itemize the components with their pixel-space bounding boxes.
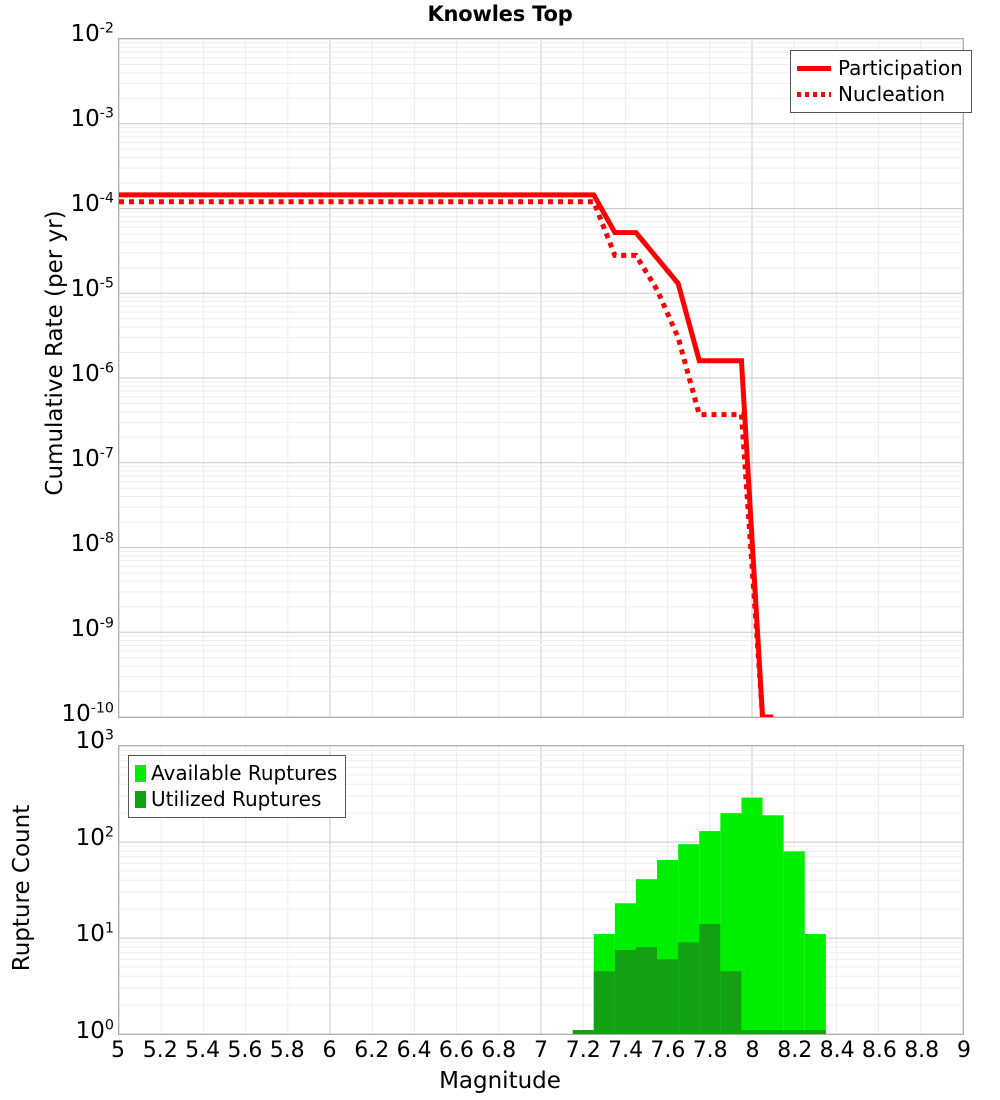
legend-label-nucleation: Nucleation bbox=[838, 82, 946, 106]
bottom-legend: Available Ruptures Utilized Ruptures bbox=[128, 755, 347, 818]
utilized-rupture-bar bbox=[699, 923, 721, 1034]
available-rupture-bar bbox=[804, 934, 826, 1034]
y-tick-label: 10-6 bbox=[70, 360, 115, 387]
utilized-rupture-bar bbox=[678, 942, 700, 1034]
y-tick-label: 102 bbox=[75, 824, 114, 851]
legend-item-participation[interactable]: Participation bbox=[797, 55, 963, 81]
legend-label-available-ruptures: Available Ruptures bbox=[151, 761, 338, 785]
x-tick-label: 7.8 bbox=[692, 1038, 728, 1063]
bottom-y-tick-labels: 103 102 101 100 bbox=[0, 0, 114, 1100]
y-tick-label: 10-7 bbox=[70, 445, 115, 472]
page-title: Knowles Top bbox=[427, 2, 573, 26]
legend-item-utilized-ruptures[interactable]: Utilized Ruptures bbox=[135, 786, 337, 812]
utilized-rupture-bar bbox=[572, 1030, 594, 1034]
utilized-rupture-bar bbox=[657, 959, 679, 1034]
x-tick-label: 7 bbox=[534, 1038, 548, 1063]
x-tick-label: 9 bbox=[957, 1038, 971, 1063]
utilized-rupture-bar bbox=[593, 971, 615, 1034]
available-rupture-bar bbox=[741, 797, 763, 1034]
top-y-tick-labels: 10-2 10-3 10-4 10-5 10-6 10-7 10-8 10-9 10-10 bbox=[0, 0, 114, 1100]
y-tick-label: 10-9 bbox=[70, 615, 115, 642]
x-tick-label: 6 bbox=[322, 1038, 337, 1063]
y-tick-label: 10-10 bbox=[61, 700, 114, 727]
rate-curves bbox=[119, 192, 774, 717]
x-tick-label: 5.4 bbox=[185, 1038, 221, 1063]
x-tick-label: 5.8 bbox=[269, 1038, 305, 1063]
x-tick-label: 8.4 bbox=[819, 1038, 855, 1063]
x-tick-label: 5.2 bbox=[142, 1038, 178, 1063]
rupture-bars bbox=[572, 797, 826, 1034]
x-tick-label: 8.2 bbox=[777, 1038, 813, 1063]
x-tick-label: 5.6 bbox=[227, 1038, 263, 1063]
x-tick-label: 6.4 bbox=[396, 1038, 432, 1063]
y-tick-label: 101 bbox=[75, 920, 114, 948]
utilized-rupture-bar bbox=[804, 1030, 826, 1034]
bottom-y-axis-title: Rupture Count bbox=[9, 804, 35, 972]
utilized-rupture-bar bbox=[741, 1030, 763, 1034]
cumulative-rate-plot bbox=[118, 38, 964, 718]
y-tick-label: 10-8 bbox=[70, 530, 115, 557]
x-axis-title: Magnitude bbox=[439, 1068, 561, 1094]
x-tick-label: 6.2 bbox=[354, 1038, 390, 1063]
nucleation-curve bbox=[119, 199, 774, 717]
x-tick-label: 5 bbox=[111, 1038, 125, 1063]
utilized-color-icon bbox=[135, 790, 146, 808]
x-tick-label: 7.4 bbox=[608, 1038, 644, 1063]
utilized-rupture-bar bbox=[635, 947, 658, 1034]
y-tick-label: 100 bbox=[75, 1017, 114, 1044]
dotted-line-icon bbox=[797, 91, 831, 97]
participation-curve bbox=[119, 192, 774, 717]
available-color-icon bbox=[135, 764, 146, 782]
y-tick-label: 103 bbox=[75, 727, 114, 754]
legend-label-utilized-ruptures: Utilized Ruptures bbox=[151, 787, 322, 811]
legend-item-nucleation[interactable]: Nucleation bbox=[797, 81, 963, 107]
x-tick-label: 7.6 bbox=[650, 1038, 686, 1063]
solid-line-icon bbox=[797, 65, 831, 71]
top-legend: Participation Nucleation bbox=[790, 50, 972, 113]
x-tick-label: 6.6 bbox=[438, 1038, 474, 1063]
x-tick-label: 6.8 bbox=[481, 1038, 517, 1063]
x-tick-label: 8.6 bbox=[861, 1038, 897, 1063]
x-tick-label: 7.2 bbox=[565, 1038, 601, 1063]
y-tick-label: 10-4 bbox=[70, 190, 115, 217]
utilized-rupture-bar bbox=[720, 971, 742, 1034]
y-tick-label: 10-2 bbox=[70, 20, 115, 47]
y-tick-label: 10-3 bbox=[70, 105, 115, 132]
available-rupture-bar bbox=[762, 815, 784, 1034]
legend-item-available-ruptures[interactable]: Available Ruptures bbox=[135, 760, 337, 786]
utilized-rupture-bar bbox=[614, 949, 636, 1034]
x-tick-label: 8.8 bbox=[904, 1038, 940, 1063]
x-tick-label: 8 bbox=[745, 1038, 760, 1063]
utilized-rupture-bar bbox=[783, 1030, 805, 1034]
y-tick-label: 10-5 bbox=[70, 275, 115, 302]
utilized-rupture-bar bbox=[762, 1030, 784, 1034]
legend-label-participation: Participation bbox=[838, 56, 963, 80]
available-rupture-bar bbox=[783, 851, 805, 1034]
